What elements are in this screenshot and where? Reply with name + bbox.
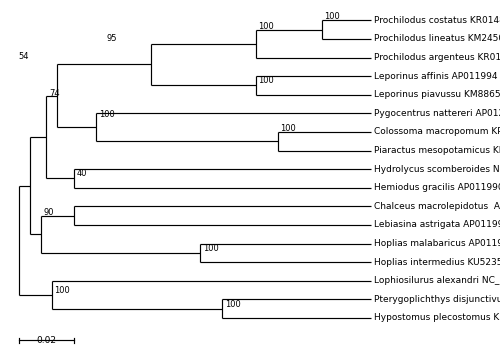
Text: Prochilodus lineatus KM245045: Prochilodus lineatus KM245045 [374,34,500,43]
Text: Prochilodus argenteus KR014816: Prochilodus argenteus KR014816 [374,53,500,62]
Text: 100: 100 [324,12,340,21]
Text: Hypostomus plecostomus KM576100: Hypostomus plecostomus KM576100 [374,313,500,322]
Text: 100: 100 [203,244,219,253]
Text: 54: 54 [19,52,30,61]
Text: Hemiodus gracilis AP011990: Hemiodus gracilis AP011990 [374,183,500,192]
Text: 100: 100 [225,300,241,308]
Text: Lophiosilurus alexandri NC_026845: Lophiosilurus alexandri NC_026845 [374,276,500,285]
Text: 100: 100 [258,76,274,86]
Text: Lebiasina astrigata AP011995: Lebiasina astrigata AP011995 [374,220,500,229]
Text: Chalceus macrolepidotus  AB054130: Chalceus macrolepidotus AB054130 [374,202,500,211]
Text: Leporinus affinis AP011994: Leporinus affinis AP011994 [374,72,498,81]
Text: Pterygoplichthys disjunctivus AP012021: Pterygoplichthys disjunctivus AP012021 [374,295,500,304]
Text: Hoplias malabaricus AP011992: Hoplias malabaricus AP011992 [374,239,500,248]
Text: Colossoma macropomum KP188830: Colossoma macropomum KP188830 [374,127,500,136]
Text: Prochilodus costatus KR014817: Prochilodus costatus KR014817 [374,16,500,25]
Text: Hoplias intermedius KU523584: Hoplias intermedius KU523584 [374,258,500,267]
Text: 100: 100 [54,286,70,295]
Text: 90: 90 [44,208,54,217]
Text: 74: 74 [49,88,59,98]
Text: 0.02: 0.02 [36,336,56,345]
Text: 95: 95 [107,34,118,43]
Text: 100: 100 [98,110,114,119]
Text: Hydrolycus scomberoides NC_015813: Hydrolycus scomberoides NC_015813 [374,165,500,174]
Text: Piaractus mesopotamicus KM245046: Piaractus mesopotamicus KM245046 [374,146,500,155]
Text: 100: 100 [280,124,296,133]
Text: Pygocentrus nattereri AP012000: Pygocentrus nattereri AP012000 [374,109,500,118]
Text: 100: 100 [258,22,274,32]
Text: 40: 40 [76,169,87,179]
Text: Leporinus piavussu KM886569: Leporinus piavussu KM886569 [374,90,500,99]
